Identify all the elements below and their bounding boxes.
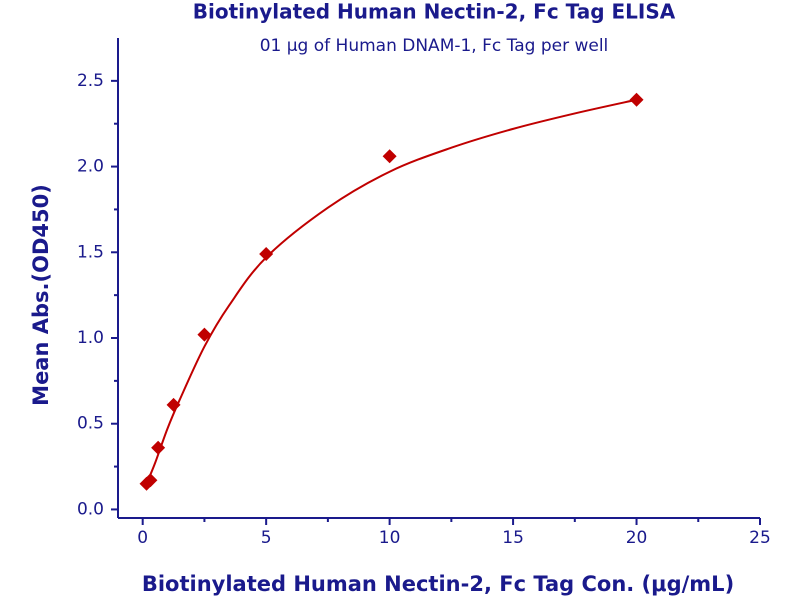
data-point <box>382 149 397 164</box>
y-tick-label: 0.5 <box>77 414 104 434</box>
y-tick-label: 1.5 <box>77 242 104 262</box>
x-axis-label: Biotinylated Human Nectin-2, Fc Tag Con.… <box>142 572 734 596</box>
y-tick-label: 1.0 <box>77 328 104 348</box>
y-tick-label: 2.0 <box>77 157 104 177</box>
y-tick-label: 0.0 <box>77 499 104 519</box>
x-tick-label: 10 <box>379 528 401 548</box>
data-point <box>166 397 181 412</box>
data-point <box>151 440 166 455</box>
chart-title: Biotinylated Human Nectin-2, Fc Tag ELIS… <box>193 0 676 24</box>
x-tick-label: 15 <box>502 528 524 548</box>
x-tick-label: 25 <box>749 528 771 548</box>
x-tick-label: 5 <box>261 528 272 548</box>
y-axis-label: Mean Abs.(OD450) <box>29 184 53 406</box>
data-point <box>629 92 644 107</box>
data-point <box>143 473 158 488</box>
x-tick-label: 0 <box>137 528 148 548</box>
y-tick-label: 2.5 <box>77 71 104 91</box>
data-point <box>259 247 274 261</box>
fit-curve <box>145 98 637 485</box>
chart-subtitle: 01 μg of Human DNAM-1, Fc Tag per well <box>260 36 609 56</box>
data-point <box>197 327 212 342</box>
x-tick-label: 20 <box>626 528 648 548</box>
